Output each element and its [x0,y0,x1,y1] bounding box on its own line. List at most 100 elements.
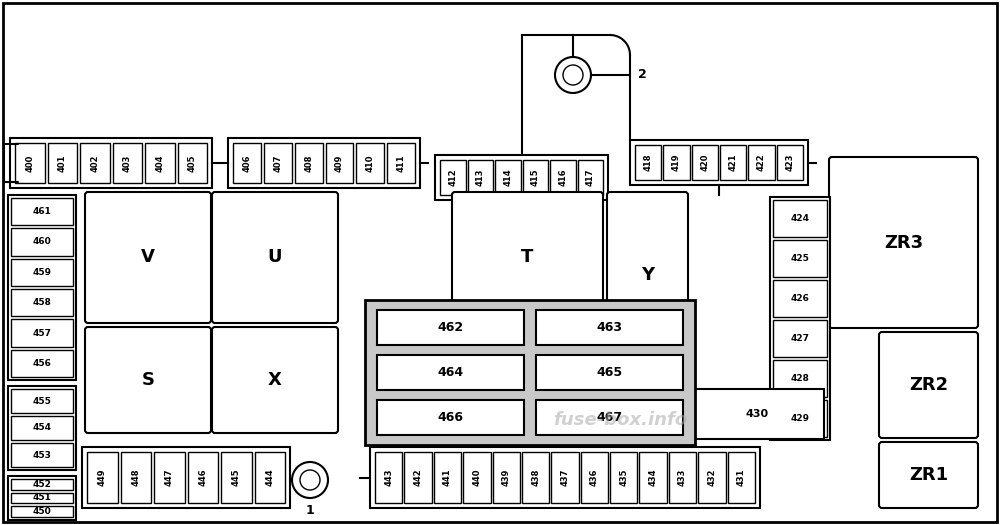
Text: 445: 445 [232,469,241,486]
Text: 458: 458 [33,298,51,307]
Bar [188,452,218,503]
Text: 426: 426 [791,294,809,303]
Text: 417: 417 [586,169,595,186]
Bar [770,197,830,440]
Text: 446: 446 [198,469,207,486]
Bar [233,143,261,183]
Text: T: T [521,248,534,267]
Text: 421: 421 [729,154,738,171]
Bar [610,452,637,503]
Bar [522,160,548,195]
Bar [11,492,73,503]
Text: 419: 419 [672,154,681,171]
Text: ZR3: ZR3 [884,234,923,251]
Text: 431: 431 [737,469,746,486]
FancyBboxPatch shape [829,157,978,328]
Bar [691,389,824,439]
Bar [468,160,493,195]
Text: 440: 440 [472,469,481,486]
Text: 455: 455 [33,396,51,405]
Bar [720,145,746,180]
Text: 454: 454 [32,424,52,433]
FancyBboxPatch shape [212,327,338,433]
Bar [551,452,579,503]
Bar [82,447,290,508]
FancyBboxPatch shape [879,332,978,438]
Bar [748,145,775,180]
Bar [11,319,73,346]
Bar [8,476,76,520]
Bar [404,452,432,503]
Bar [11,416,73,440]
Text: 406: 406 [242,154,251,172]
Text: 408: 408 [304,154,313,172]
Bar [773,360,827,397]
Text: 400: 400 [25,154,34,172]
Bar [11,198,73,225]
Bar [228,138,420,188]
Text: 433: 433 [678,469,687,486]
Bar [630,140,808,185]
FancyBboxPatch shape [212,192,338,323]
Bar [11,506,73,517]
Bar [377,310,524,345]
Bar [80,143,110,183]
Text: 425: 425 [791,254,809,263]
Bar [581,452,608,503]
Text: 461: 461 [33,207,51,216]
FancyBboxPatch shape [452,192,603,323]
FancyBboxPatch shape [85,192,211,323]
Bar [221,452,252,503]
Bar [728,452,755,503]
Text: 457: 457 [32,329,52,338]
Text: 464: 464 [437,366,464,379]
Text: 413: 413 [476,169,485,186]
Bar [440,160,466,195]
Bar [692,145,718,180]
Text: 449: 449 [98,469,107,486]
Bar [48,143,77,183]
Bar [550,160,576,195]
Text: 2: 2 [638,68,647,81]
Bar [772,279,828,318]
Text: 405: 405 [188,154,197,172]
Text: 437: 437 [560,469,570,486]
Bar [434,452,461,503]
Bar [112,143,142,183]
Text: 465: 465 [596,366,623,379]
FancyBboxPatch shape [879,442,978,508]
Bar [669,452,696,503]
Bar [773,200,827,237]
Bar [365,300,695,445]
Bar [772,359,828,398]
Bar [435,155,608,200]
Text: V: V [141,248,155,267]
Bar [695,393,820,435]
Text: 434: 434 [649,469,658,486]
Text: 463: 463 [596,321,622,334]
Text: 456: 456 [33,359,51,368]
Text: 407: 407 [273,154,282,172]
Text: 422: 422 [757,154,766,171]
Text: 450: 450 [33,507,51,516]
Bar [495,160,520,195]
Text: 453: 453 [33,450,51,459]
Text: 448: 448 [131,469,140,486]
Text: 429: 429 [790,414,810,423]
Bar [773,320,827,357]
Bar [11,350,73,377]
Text: fuse-box.info: fuse-box.info [553,411,687,429]
Bar [15,143,44,183]
Text: 466: 466 [438,411,464,424]
Text: 424: 424 [790,214,810,223]
Bar [370,447,760,508]
Text: 430: 430 [746,409,769,419]
Bar [377,355,524,390]
Bar [536,400,683,435]
Bar [11,259,73,286]
Bar [11,443,73,467]
Bar [264,143,292,183]
Bar [145,143,175,183]
Text: 442: 442 [414,469,423,486]
Bar [87,452,118,503]
